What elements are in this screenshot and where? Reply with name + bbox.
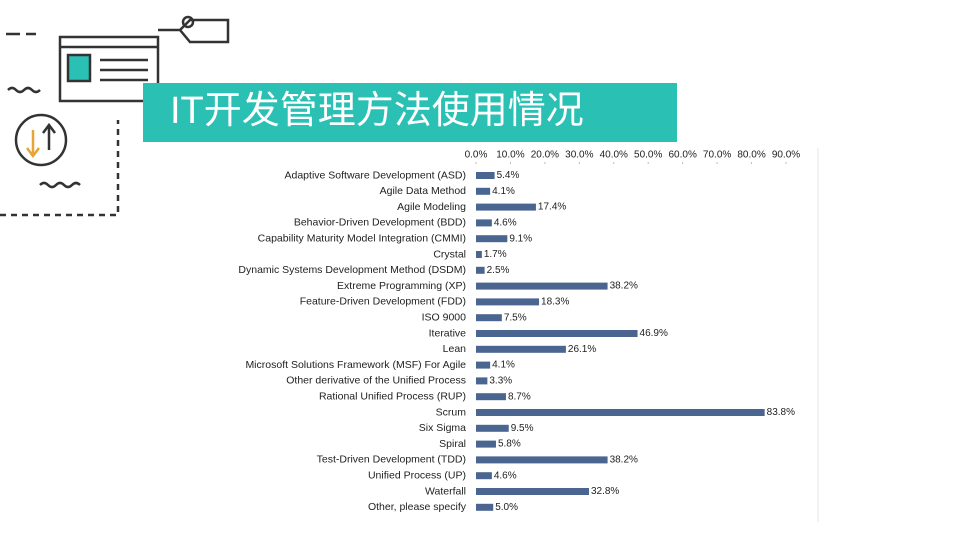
bar [476, 503, 494, 511]
y-tick-label: Dynamic Systems Development Method (DSDM… [238, 264, 466, 276]
y-tick-label: Lean [443, 343, 467, 355]
bar [476, 298, 540, 306]
x-tick-label: 20.0% [531, 150, 559, 161]
decoration [0, 15, 230, 217]
bar [476, 472, 492, 480]
bar [476, 361, 491, 369]
bar [476, 330, 638, 337]
y-tick-label: Spiral [439, 438, 466, 450]
bar [476, 409, 765, 416]
y-tick-label: Other, please specify [368, 501, 467, 513]
y-tick-label: Capability Maturity Model Integration (C… [258, 232, 466, 244]
value-label: 4.1% [492, 186, 515, 197]
y-tick-label: Crystal [433, 248, 466, 260]
x-tick-label: 60.0% [668, 150, 696, 161]
x-tick-label: 40.0% [600, 150, 628, 161]
bar [476, 187, 491, 195]
y-tick-label: Microsoft Solutions Framework (MSF) For … [245, 359, 466, 371]
value-label: 1.7% [484, 249, 507, 260]
bar [476, 456, 608, 464]
y-tick-label: Agile Modeling [397, 201, 466, 213]
bar [476, 488, 589, 495]
value-label: 3.3% [489, 376, 512, 387]
bar [476, 377, 488, 385]
value-label: 7.5% [504, 312, 527, 323]
y-tick-label: Extreme Programming (XP) [337, 280, 466, 292]
value-label: 26.1% [568, 344, 596, 355]
chart-title: IT开发管理方法使用情况 [170, 90, 584, 132]
x-tick-label: 80.0% [737, 150, 765, 161]
bar [476, 251, 482, 258]
value-label: 5.0% [495, 502, 518, 513]
value-label: 46.9% [640, 328, 668, 339]
bar [476, 393, 506, 401]
value-label: 38.2% [610, 281, 638, 292]
bar [476, 440, 496, 448]
bar [476, 345, 566, 353]
y-tick-label: Scrum [436, 406, 467, 418]
title-banner [143, 83, 677, 142]
x-tick-label: 50.0% [634, 150, 662, 161]
y-tick-label: Iterative [429, 327, 467, 339]
value-label: 32.8% [591, 486, 619, 497]
bar [476, 266, 485, 274]
bar [476, 219, 492, 227]
value-label: 5.8% [498, 439, 521, 450]
y-tick-label: Adaptive Software Development (ASD) [285, 169, 467, 181]
y-tick-label: ISO 9000 [422, 311, 467, 323]
value-label: 83.8% [767, 407, 795, 418]
x-tick-label: 90.0% [772, 150, 800, 161]
value-label: 4.1% [492, 360, 515, 371]
value-label: 4.6% [494, 470, 517, 481]
y-tick-label: Rational Unified Process (RUP) [319, 390, 466, 402]
x-tick-label: 30.0% [565, 150, 593, 161]
bar [476, 172, 495, 179]
x-tick-label: 70.0% [703, 150, 731, 161]
bar [476, 424, 509, 432]
y-tick-label: Feature-Driven Development (FDD) [300, 296, 466, 308]
value-label: 2.5% [487, 265, 510, 276]
value-label: 9.5% [511, 423, 534, 434]
value-label: 5.4% [497, 170, 520, 181]
value-label: 4.6% [494, 218, 517, 229]
y-tick-label: Other derivative of the Unified Process [286, 375, 466, 387]
y-tick-label: Six Sigma [419, 422, 466, 434]
bar [476, 282, 608, 290]
y-tick-label: Test-Driven Development (TDD) [317, 454, 466, 466]
bar [476, 314, 502, 322]
value-label: 9.1% [509, 233, 532, 244]
y-tick-label: Unified Process (UP) [368, 469, 466, 481]
value-label: 18.3% [541, 297, 569, 308]
y-tick-label: Behavior-Driven Development (BDD) [294, 217, 466, 229]
bar [476, 203, 536, 211]
value-label: 8.7% [508, 391, 531, 402]
value-label: 38.2% [610, 455, 638, 466]
bar [476, 235, 508, 243]
y-tick-label: Agile Data Method [380, 185, 467, 197]
x-tick-label: 0.0% [465, 150, 488, 161]
y-tick-label: Waterfall [425, 485, 466, 497]
x-tick-label: 10.0% [496, 150, 524, 161]
value-label: 17.4% [538, 202, 566, 213]
